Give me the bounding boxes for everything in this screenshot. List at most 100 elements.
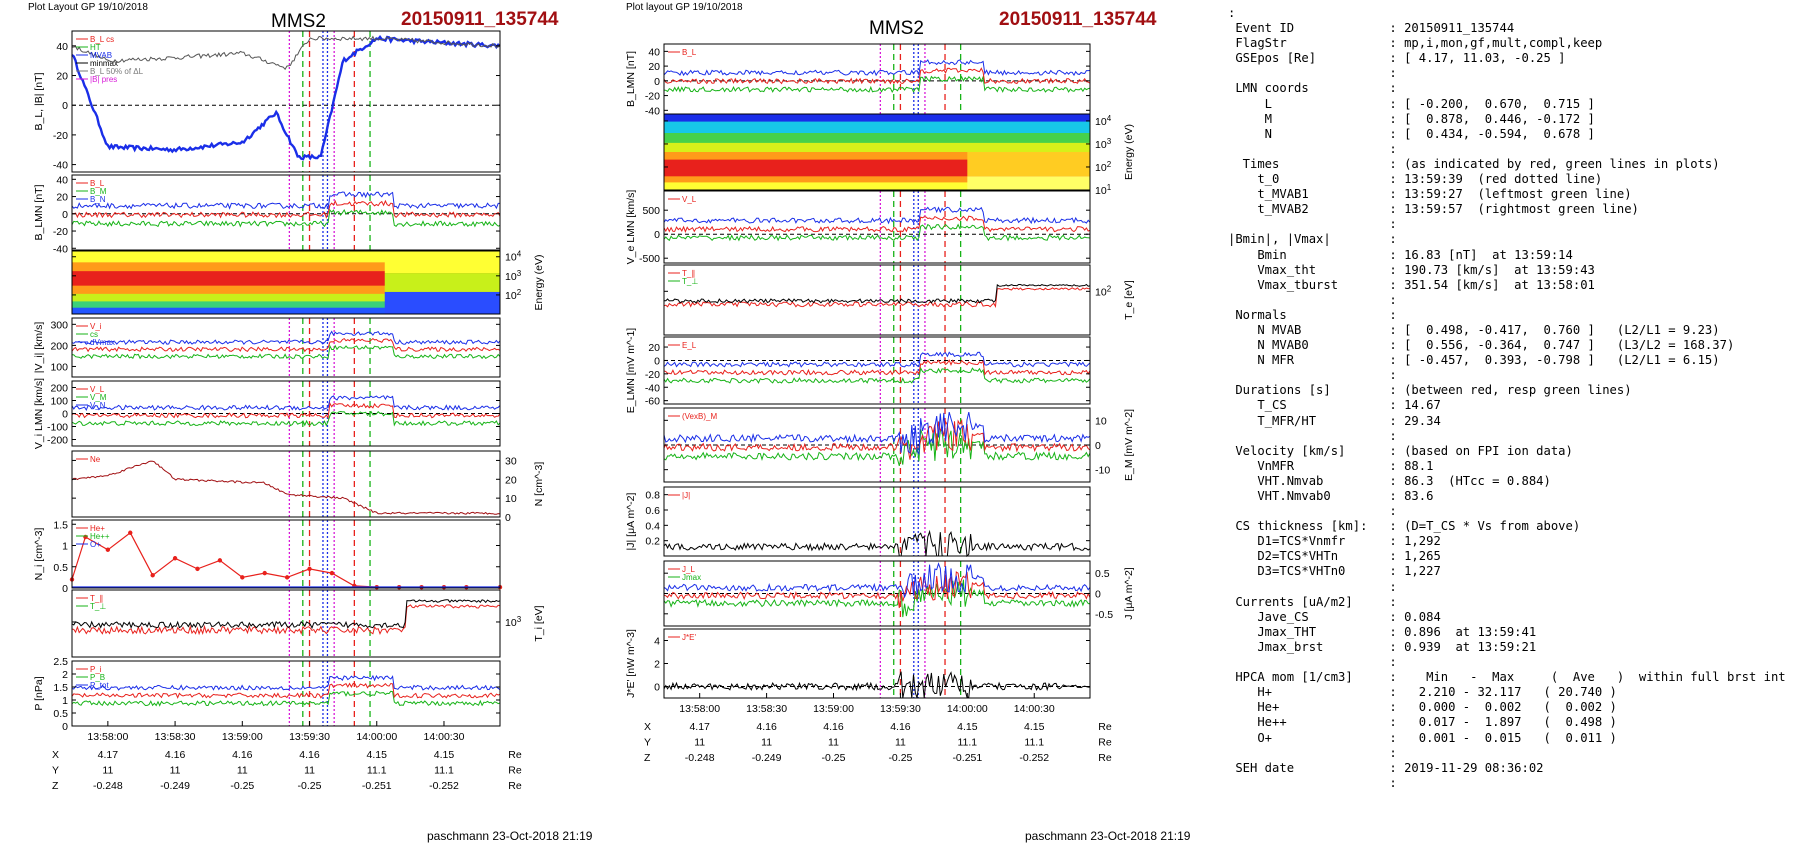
ephem-value: 4.16	[232, 749, 253, 761]
legend-label: dVmax	[90, 338, 115, 347]
x-tick-label: 13:58:00	[679, 703, 720, 715]
info-line: :	[1228, 368, 1397, 383]
y-tick-label: 0	[505, 512, 511, 524]
data-point	[105, 547, 111, 552]
series-line	[71, 35, 501, 71]
ephem-value: 4.16	[299, 749, 320, 761]
series-line	[71, 395, 501, 411]
panel-frame	[71, 30, 501, 173]
y-axis-label: J*E' [nW m^-3]	[625, 629, 637, 698]
y-tick-label: 0.5	[53, 562, 68, 574]
info-line: VnMFR : 88.1	[1228, 458, 1434, 473]
info-line: N : [ 0.434, -0.594, 0.678 ]	[1228, 126, 1595, 141]
y-tick-label: -40	[645, 382, 660, 394]
event-info-listing: : Event ID : 20150911_135744 FlagStr : m…	[1228, 6, 1798, 791]
series-line	[663, 571, 1091, 609]
spectrogram-band	[72, 293, 500, 302]
info-line: N MFR : [ -0.457, 0.393, -0.798 ] (L2/L1…	[1228, 353, 1720, 368]
panel-frame	[663, 336, 1091, 405]
legend-label: B_N	[90, 195, 106, 204]
legend-label: J_L	[682, 565, 695, 574]
y-tick-label: 1.5	[53, 519, 68, 531]
y-tick-label: -10	[1095, 465, 1110, 477]
y-tick-label: 20	[648, 61, 660, 73]
ephem-value: 4.16	[165, 749, 186, 761]
legend-label: T_∥	[682, 269, 695, 278]
panel-frame	[663, 486, 1091, 557]
ephem-value: -0.249	[752, 752, 782, 764]
series-line	[71, 599, 501, 630]
info-line: T_MFR/HT : 29.34	[1228, 413, 1441, 428]
y-tick-label: 0	[654, 682, 660, 694]
y-tick-label: 100	[50, 396, 68, 408]
series-line	[663, 287, 1091, 308]
info-line: N MVAB : [ 0.498, -0.417, 0.760 ] (L2/L1…	[1228, 322, 1720, 337]
ephem-value: -0.248	[93, 780, 123, 792]
legend-label: (VexB)_M	[682, 412, 717, 421]
y-tick-label: -40	[645, 105, 660, 117]
legend-label: B_L	[682, 48, 697, 57]
spectrogram-band	[72, 262, 500, 272]
ephem-value: 11.1	[434, 765, 454, 777]
info-line: FlagStr : mp,i,mon,gf,mult,compl,keep	[1228, 36, 1603, 51]
spectrogram-band	[384, 273, 500, 292]
info-line: SEH date : 2019-11-29 08:36:02	[1228, 760, 1544, 775]
spectrogram-band	[72, 301, 500, 309]
legend-label: V_L	[682, 195, 697, 204]
spectrogram-band	[664, 176, 1090, 183]
y-tick-label: 0	[62, 583, 68, 595]
spectrogram-band	[967, 176, 1090, 190]
data-point	[329, 570, 335, 576]
legend-label: P_i	[90, 665, 102, 674]
info-line: H+ : 2.210 - 32.117 ( 20.740 )	[1228, 685, 1617, 700]
legend-label: cs	[90, 330, 98, 339]
y-tick-label: 10	[505, 493, 517, 505]
left-spacecraft-title: MMS2	[271, 11, 326, 32]
y-tick-label: 40	[56, 174, 68, 186]
y-axis-label: V_i LMN [km/s]	[33, 378, 45, 449]
info-line: LMN coords :	[1228, 81, 1397, 96]
y-tick-label: 20	[56, 71, 68, 83]
info-line: :	[1228, 504, 1397, 519]
y-tick-label: 20	[505, 474, 517, 486]
info-line: |Bmin|, |Vmax| :	[1228, 232, 1397, 247]
y-axis-label: V_e LMN [km/s]	[625, 190, 637, 265]
series-line	[71, 682, 501, 699]
left-layout-label: Plot Layout GP 19/10/2018	[28, 2, 148, 13]
legend-label: minmax	[90, 59, 118, 68]
ephem-value: -0.25	[230, 780, 254, 792]
y-axis-label: N_i [cm^-3]	[33, 528, 45, 581]
spectrogram-band	[384, 251, 500, 274]
info-line: t_0 : 13:59:39 (red dotted line)	[1228, 172, 1603, 187]
y-tick-label: 104	[505, 250, 522, 264]
data-point	[195, 566, 200, 572]
y-axis-label: P [nPa]	[33, 676, 45, 710]
legend-label: B_L cs	[90, 35, 114, 44]
panel-frame	[71, 317, 501, 378]
series-line	[71, 199, 501, 219]
ephem-value: -0.25	[822, 752, 846, 764]
data-point	[172, 556, 178, 561]
ephem-value: -0.251	[952, 752, 982, 764]
legend-label: V_i	[90, 322, 102, 331]
series-line	[71, 460, 501, 515]
ephem-value: 11	[304, 765, 315, 777]
series-line	[71, 337, 501, 353]
y-axis-label: N [cm^-3]	[533, 462, 545, 507]
y-tick-label: 20	[648, 342, 660, 354]
legend-label: V_M	[90, 393, 107, 402]
series-line	[71, 191, 500, 211]
info-line: Vmax_tburst : 351.54 [km/s] at 13:58:01	[1228, 277, 1595, 292]
series-line	[71, 604, 501, 636]
y-tick-label: 0	[1095, 589, 1101, 601]
ephem-value: 11.1	[1024, 737, 1044, 749]
right-footer: paschmann 23-Oct-2018 21:19	[1025, 829, 1191, 843]
info-line: Jmax_THT : 0.896 at 13:59:41	[1228, 624, 1537, 639]
y-tick-label: -200	[47, 435, 68, 447]
info-line: He++ : 0.017 - 1.897 ( 0.498 )	[1228, 715, 1617, 730]
y-axis-label: B_LMN [nT]	[625, 51, 637, 107]
spectrogram-band	[664, 133, 1090, 144]
y-tick-label: 0	[654, 355, 660, 367]
left-footer: paschmann 23-Oct-2018 21:19	[427, 829, 593, 843]
